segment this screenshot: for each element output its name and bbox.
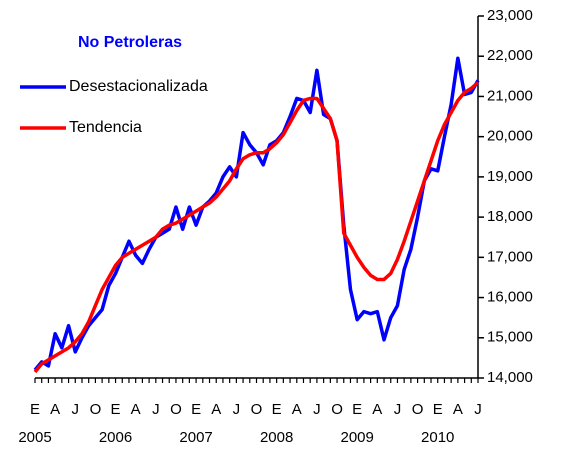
x-tick-label: E — [30, 401, 40, 418]
x-tick-label: O — [251, 401, 263, 418]
year-label: 2006 — [99, 429, 132, 446]
x-tick-label: E — [272, 401, 282, 418]
x-tick-label: J — [72, 401, 80, 418]
year-label: 2007 — [179, 429, 212, 446]
year-label: 2009 — [340, 429, 373, 446]
legend-label: Tendencia — [69, 119, 142, 136]
x-tick-label: A — [453, 401, 463, 418]
x-tick-label: E — [352, 401, 362, 418]
x-tick-label: O — [170, 401, 182, 418]
y-tick-label: 20,000 — [487, 128, 533, 145]
x-tick-label: E — [191, 401, 201, 418]
y-tick-label: 23,000 — [487, 7, 533, 24]
y-tick-label: 21,000 — [487, 87, 533, 104]
x-tick-label: J — [233, 401, 241, 418]
y-tick-label: 16,000 — [487, 289, 533, 306]
y-tick-label: 19,000 — [487, 168, 533, 185]
x-tick-label: J — [474, 401, 482, 418]
chart-title: No Petroleras — [78, 34, 182, 51]
x-tick-label: J — [313, 401, 321, 418]
x-tick-label: J — [394, 401, 402, 418]
legend-label: Desestacionalizada — [69, 78, 208, 95]
x-tick-label: O — [90, 401, 102, 418]
x-tick-label: O — [412, 401, 424, 418]
x-tick-label: J — [152, 401, 160, 418]
x-tick-label: E — [433, 401, 443, 418]
year-label: 2010 — [421, 429, 454, 446]
x-tick-label: A — [372, 401, 382, 418]
y-tick-label: 22,000 — [487, 47, 533, 64]
x-tick-label: A — [50, 401, 60, 418]
line-tendencia — [33, 81, 480, 374]
year-label: 2008 — [260, 429, 293, 446]
year-label: 2005 — [18, 429, 51, 446]
x-tick-label: A — [211, 401, 221, 418]
y-tick-label: 17,000 — [487, 248, 533, 265]
x-tick-label: E — [111, 401, 121, 418]
x-tick-label: A — [292, 401, 302, 418]
x-tick-label: O — [331, 401, 343, 418]
y-tick-label: 15,000 — [487, 329, 533, 346]
y-tick-label: 14,000 — [487, 369, 533, 386]
y-tick-label: 18,000 — [487, 208, 533, 225]
x-tick-label: A — [131, 401, 141, 418]
